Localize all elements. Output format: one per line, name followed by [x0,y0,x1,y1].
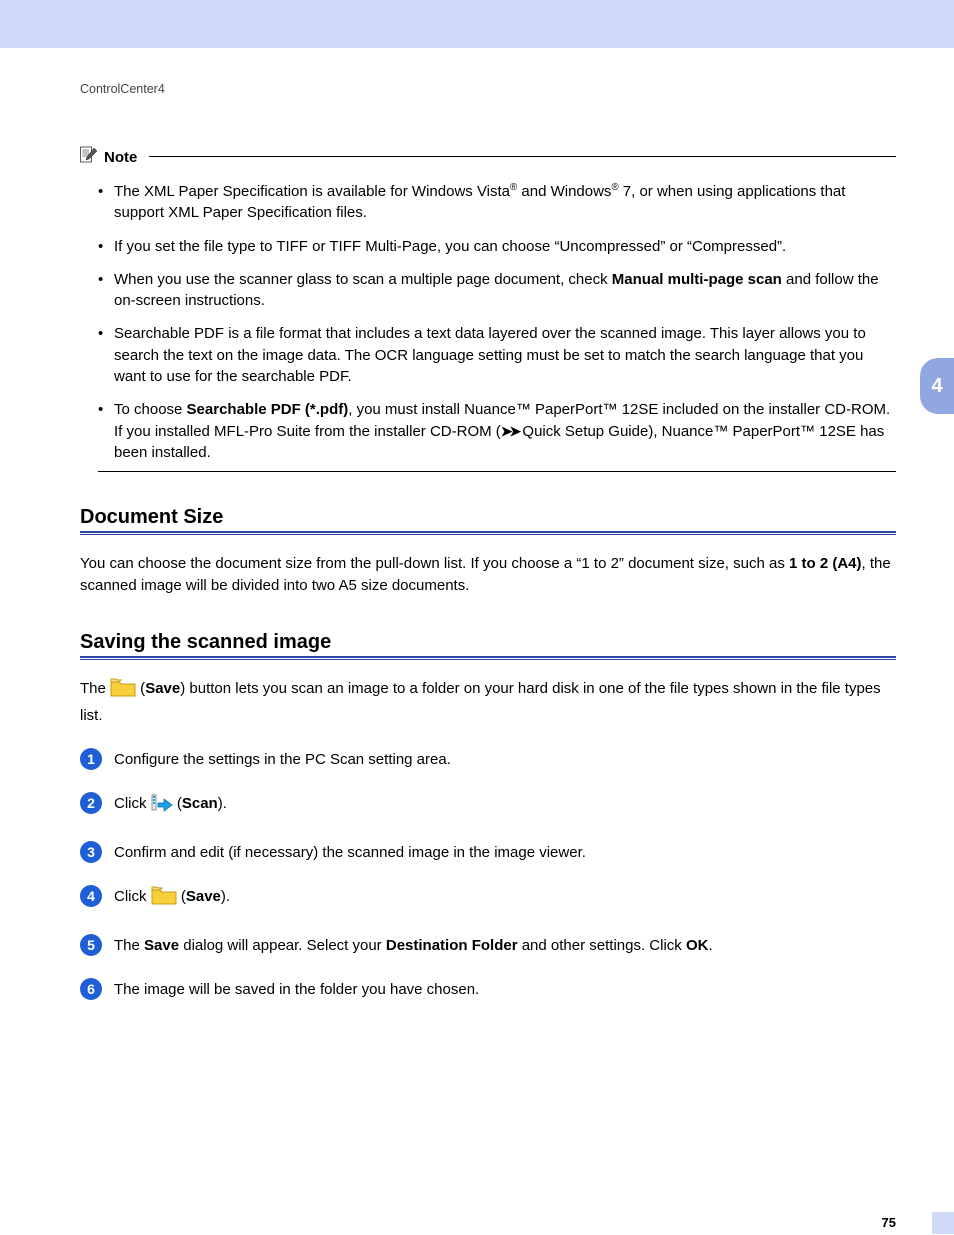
step-close: ). [221,888,230,905]
note-text: and Windows [517,183,611,200]
note-item: To choose Searchable PDF (*.pdf), you mu… [98,393,896,469]
scan-icon [151,793,173,819]
step-open: ( [177,888,186,905]
body-paragraph: You can choose the document size from th… [80,553,896,597]
note-item: Searchable PDF is a file format that inc… [98,317,896,393]
note-bottom-rule [98,471,896,472]
step-bold: OK [686,937,709,954]
section-rule [80,656,896,658]
note-text: When you use the scanner glass to scan a… [114,271,612,288]
para-text: The [80,680,110,697]
page-number: 75 [882,1215,896,1230]
step-bold: Destination Folder [386,937,518,954]
step-mid2: and other settings. Click [518,937,686,954]
note-bold: Searchable PDF (*.pdf) [187,401,349,418]
arrow-glyph: ➤➤ [501,423,518,439]
section-saving: Saving the scanned image The (Save) butt… [80,631,896,1001]
step-mid: dialog will appear. Select your [179,937,386,954]
top-bar [0,0,954,48]
step-text: The Save dialog will appear. Select your… [114,934,896,956]
page-number-bar [932,1212,954,1234]
note-text: To choose [114,401,187,418]
note-header: Note [80,146,896,169]
section-rule [80,531,896,533]
note-top-rule [149,156,896,157]
page-body: ControlCenter4 4 Note The XML Paper Spec… [0,48,954,1000]
section-document-size: Document Size You can choose the documen… [80,506,896,597]
reg-mark: ® [611,182,618,193]
step-number-badge: 1 [80,748,102,770]
note-text: Searchable PDF is a file format that inc… [114,325,866,385]
step-text: Configure the settings in the PC Scan se… [114,748,896,770]
step-text: The image will be saved in the folder yo… [114,978,896,1000]
step-item: 4 Click (Save). [80,885,896,912]
step-pre: The [114,937,144,954]
step-item: 5 The Save dialog will appear. Select yo… [80,934,896,956]
para-bold: 1 to 2 (A4) [789,555,862,572]
folder-icon [151,886,177,912]
note-title: Note [104,149,137,166]
step-text: Click (Scan). [114,792,896,819]
step-bold: Save [186,888,221,905]
pencil-note-icon [80,146,98,169]
note-bold: Manual multi-page scan [612,271,782,288]
step-number-badge: 5 [80,934,102,956]
step-item: 2 Click (Scan). [80,792,896,819]
step-item: 3 Confirm and edit (if necessary) the sc… [80,841,896,863]
step-number-badge: 3 [80,841,102,863]
section-rule-thin [80,534,896,535]
note-text: If you set the file type to TIFF or TIFF… [114,238,786,255]
note-item: The XML Paper Specification is available… [98,175,896,230]
step-pre: Click [114,888,151,905]
para-bold: Save [145,680,180,697]
step-bold: Scan [182,795,218,812]
step-open: ( [173,795,182,812]
note-box: Note The XML Paper Specification is avai… [80,146,896,472]
step-text: Click (Save). [114,885,896,912]
step-bold: Save [144,937,179,954]
step-item: 6 The image will be saved in the folder … [80,978,896,1000]
section-rule-thin [80,659,896,660]
body-paragraph: The (Save) button lets you scan an image… [80,678,896,727]
step-post: . [708,937,712,954]
note-text: The XML Paper Specification is available… [114,183,510,200]
para-text: ( [136,680,145,697]
steps-list: 1 Configure the settings in the PC Scan … [80,748,896,1000]
folder-icon [110,678,136,705]
note-list: The XML Paper Specification is available… [80,169,896,469]
step-item: 1 Configure the settings in the PC Scan … [80,748,896,770]
note-item: When you use the scanner glass to scan a… [98,263,896,318]
section-heading: Document Size [80,506,896,529]
step-text: Confirm and edit (if necessary) the scan… [114,841,896,863]
para-text: You can choose the document size from th… [80,555,789,572]
step-number-badge: 6 [80,978,102,1000]
note-item: If you set the file type to TIFF or TIFF… [98,230,896,263]
step-pre: Click [114,795,151,812]
step-close: ). [218,795,227,812]
section-heading: Saving the scanned image [80,631,896,654]
para-text: ) button lets you scan an image to a fol… [80,680,881,724]
running-header: ControlCenter4 [80,82,896,96]
chapter-tab: 4 [920,358,954,414]
step-number-badge: 4 [80,885,102,907]
step-number-badge: 2 [80,792,102,814]
